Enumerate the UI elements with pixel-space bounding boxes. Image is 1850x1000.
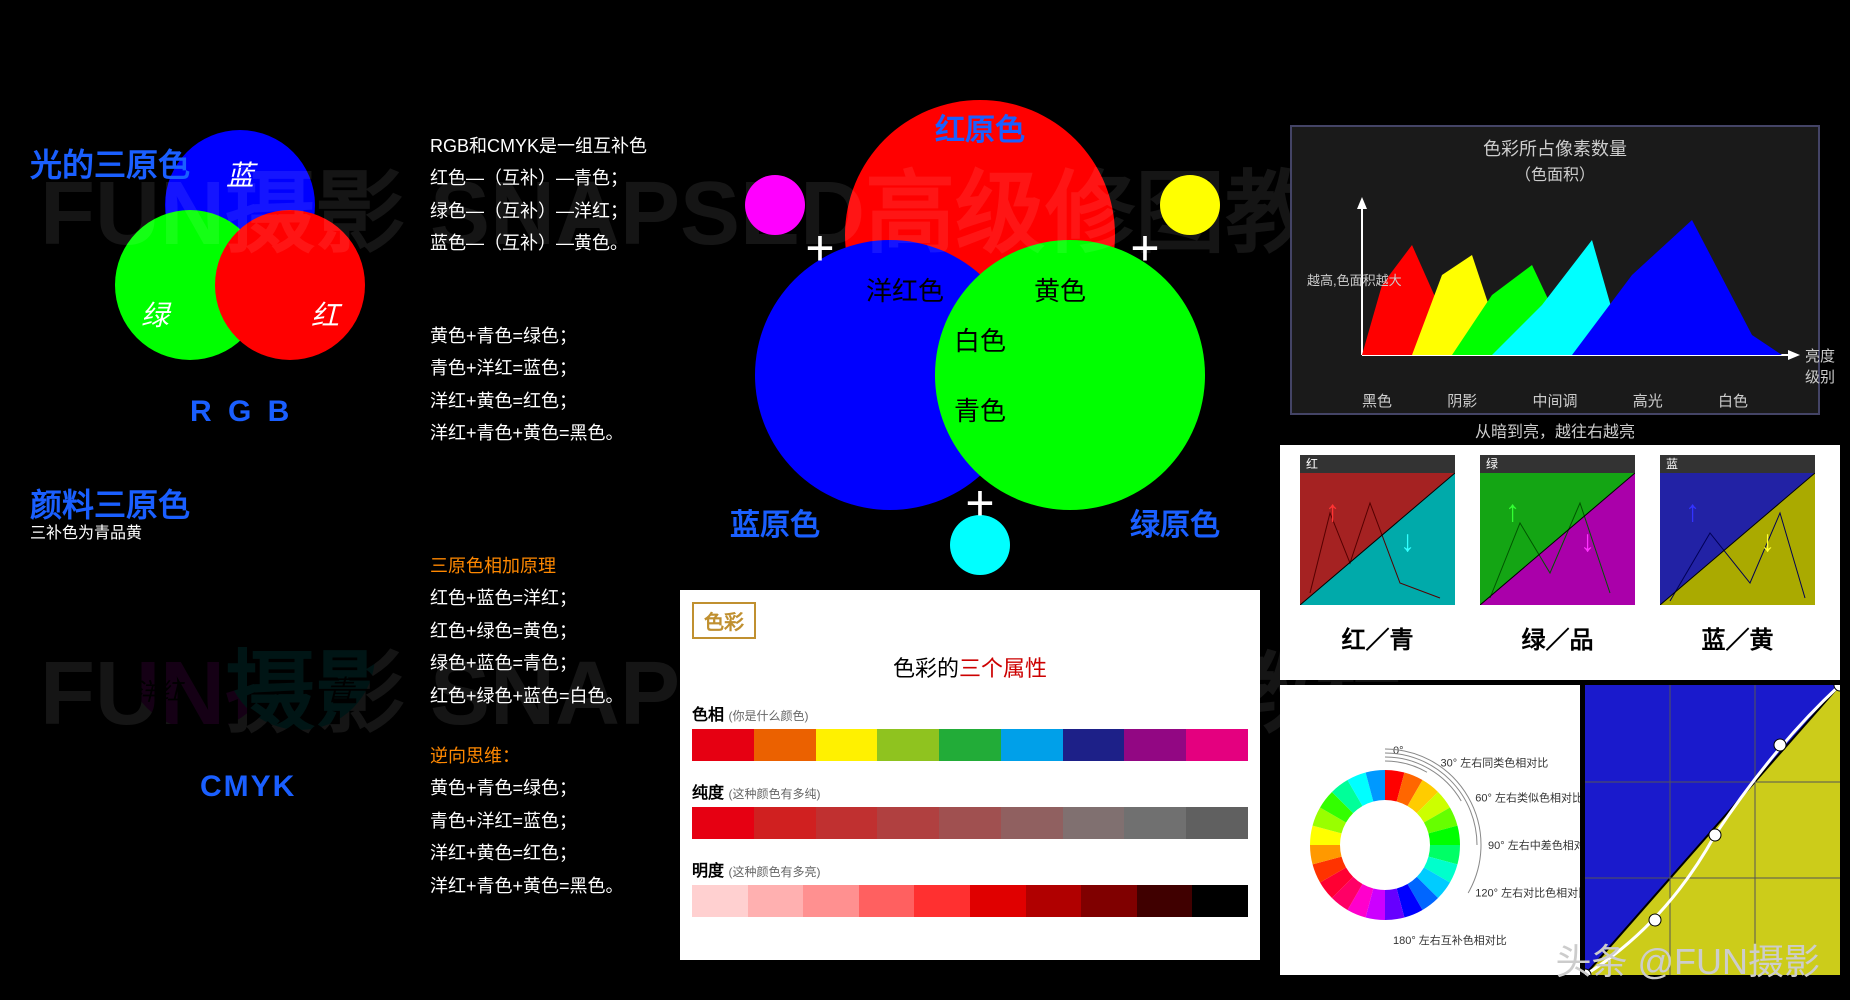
swatch <box>1137 885 1193 917</box>
swatch <box>1124 729 1186 761</box>
swatch <box>1186 729 1248 761</box>
svg-text:黄色: 黄色 <box>1034 276 1086 306</box>
swatch <box>692 729 754 761</box>
additive-block: 三原色相加原理 红色+蓝色=洋红； 红色+绿色=黄色； 绿色+蓝色=青色； 红色… <box>430 550 624 712</box>
reverse-block: 逆向思维： 黄色+青色=绿色； 青色+洋红=蓝色； 洋红+黄色=红色； 洋红+青… <box>430 740 624 902</box>
cmyk-label: CMYK <box>200 770 296 804</box>
curves-panel <box>1585 685 1840 975</box>
swatch <box>748 885 804 917</box>
swatch <box>1063 807 1125 839</box>
swatch <box>939 729 1001 761</box>
big-red-label: 红原色 <box>935 105 1025 149</box>
svg-text:青色: 青色 <box>954 396 1006 426</box>
swatch <box>859 885 915 917</box>
swatch <box>1026 885 1082 917</box>
svg-text:+: + <box>805 220 834 276</box>
svg-text:黄: 黄 <box>236 530 267 561</box>
svg-text:+: + <box>965 475 994 531</box>
swatch <box>1081 885 1137 917</box>
attr-badge: 色彩 <box>692 602 756 639</box>
swatch <box>754 729 816 761</box>
swatch <box>816 729 878 761</box>
svg-text:洋红: 洋红 <box>134 679 185 706</box>
swatch <box>754 807 816 839</box>
svg-text:青: 青 <box>326 675 357 706</box>
swatch <box>877 807 939 839</box>
rgb-venn: 蓝 绿 红 <box>80 130 400 410</box>
color-wheel-panel: 0° 30° 左右同类色相对比 60° 左右类似色相对比 90° 左右中差色相对比 1… <box>1280 685 1580 975</box>
swatch <box>692 885 748 917</box>
svg-text:0°: 0° <box>1393 745 1404 757</box>
svg-text:越高,色面积越大: 越高,色面积越大 <box>1307 273 1402 288</box>
swatch <box>1063 729 1125 761</box>
svg-text:120° 左右对比色相对比: 120° 左右对比色相对比 <box>1475 886 1580 900</box>
svg-text:蓝: 蓝 <box>226 160 258 191</box>
swatch <box>1186 807 1248 839</box>
swatch <box>1124 807 1186 839</box>
footer-credit: 头条 @FUN摄影 <box>1555 933 1820 985</box>
svg-text:红: 红 <box>311 300 343 331</box>
swatch <box>816 807 878 839</box>
swatch <box>803 885 859 917</box>
cmyk-venn: 黄 洋红 青 <box>90 500 410 780</box>
swatch <box>692 807 754 839</box>
svg-text:+: + <box>1130 220 1159 276</box>
swatch <box>939 807 1001 839</box>
svg-text:60° 左右类似色相对比: 60° 左右类似色相对比 <box>1475 791 1580 805</box>
swatch <box>914 885 970 917</box>
swatch <box>1001 807 1063 839</box>
histogram-panel: 色彩所占像素数量 （色面积） 越高,色面积越大 黑色 阴影 中间调 高光 白色 <box>1290 125 1820 415</box>
big-blue-label: 蓝原色 <box>730 500 820 544</box>
svg-text:洋红色: 洋红色 <box>866 276 944 306</box>
swatch <box>1192 885 1248 917</box>
mix-text-1: 黄色+青色=绿色； 青色+洋红=蓝色； 洋红+黄色=红色； 洋红+青色+黄色=黑… <box>430 320 624 450</box>
swatch <box>1001 729 1063 761</box>
channels-panel: 红 ↑ ↓ 绿 ↑ ↓ 蓝 ↑ ↓ 红／青 绿／品 蓝 <box>1280 445 1840 680</box>
svg-text:180° 左右互补色相对比: 180° 左右互补色相对比 <box>1393 933 1507 947</box>
hist-footer: 从暗到亮，越往右越亮 <box>1290 418 1820 442</box>
svg-text:90° 左右中差色相对比: 90° 左右中差色相对比 <box>1488 838 1580 852</box>
big-green-label: 绿原色 <box>1130 500 1220 544</box>
svg-text:绿: 绿 <box>141 300 172 331</box>
swatch <box>877 729 939 761</box>
complement-text: RGB和CMYK是一组互补色 红色—（互补）—青色； 绿色—（互补）—洋红； 蓝… <box>430 130 647 260</box>
svg-text:30° 左右同类色相对比: 30° 左右同类色相对比 <box>1441 756 1549 770</box>
attributes-panel: 色彩 色彩的三个属性 色相 (你是什么颜色) 纯度 (这种颜色有多纯) 明度 (… <box>680 590 1260 960</box>
svg-text:白色: 白色 <box>954 326 1006 356</box>
swatch <box>970 885 1026 917</box>
hist-axis-label: 亮度级别 <box>1805 345 1835 387</box>
rgb-label: R G B <box>190 395 293 429</box>
